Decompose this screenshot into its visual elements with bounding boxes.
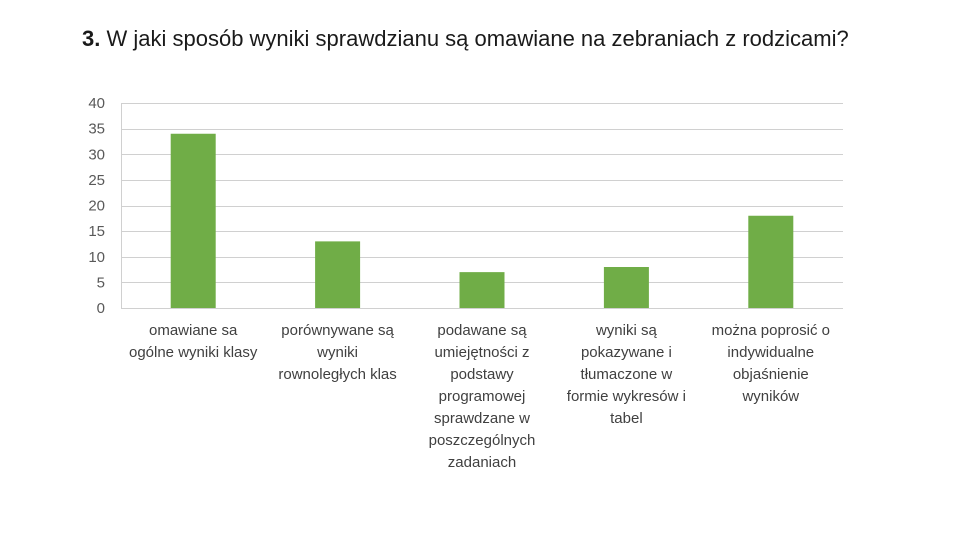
bar: [315, 241, 361, 308]
y-tick-label: 0: [97, 300, 105, 317]
question-text: W jaki sposób wyniki sprawdzianu są omaw…: [106, 26, 849, 51]
bar: [459, 272, 505, 308]
y-tick-label: 35: [88, 121, 105, 138]
x-category-label: omawiane sa ogólne wyniki klasy: [128, 322, 258, 361]
x-category-label: podawane są umiejętności z podstawy prog…: [428, 322, 536, 471]
y-tick-label: 15: [88, 223, 105, 240]
bar: [603, 267, 649, 308]
question-number: 3.: [82, 26, 101, 51]
y-tick-label: 20: [88, 198, 105, 215]
y-tick-label: 25: [88, 172, 105, 189]
x-category-label: można poprosić o indywidualne objaśnieni…: [711, 322, 830, 405]
y-tick-label: 40: [88, 95, 105, 112]
x-category-label: wyniki są pokazywane i tłumaczone w form…: [566, 322, 686, 427]
bar: [748, 215, 794, 308]
slide-title: 3. W jaki sposób wyniki sprawdzianu są o…: [82, 24, 882, 54]
y-tick-label: 10: [88, 249, 105, 266]
y-tick-label: 30: [88, 146, 105, 163]
y-tick-label: 5: [97, 274, 105, 291]
bar: [170, 133, 216, 308]
x-category-label: porównywane są wyniki rownoległych klas: [278, 322, 397, 383]
